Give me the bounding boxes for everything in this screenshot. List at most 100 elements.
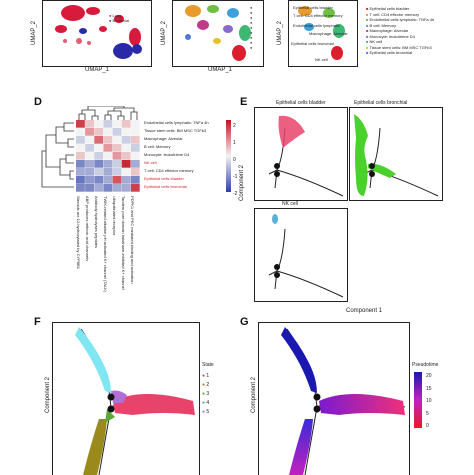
heat-cell	[94, 176, 104, 184]
panel-c-label-0: Epithelial cells bladder	[293, 5, 333, 10]
panel-f-letter: F	[34, 316, 41, 328]
heat-row-3: B cell: Memory	[144, 144, 171, 149]
state-4: 4	[206, 400, 210, 406]
panel-f: Component 2 State ● 1 ● 2 ● 3 ● 4 ● 5	[40, 322, 236, 475]
panel-d: Endothelial cells lymphatic: TNFa 4h Tis…	[34, 106, 240, 296]
scale-tick-3: -1	[233, 174, 238, 180]
panel-f-legend-title: State	[202, 362, 214, 368]
heat-cell	[85, 128, 94, 136]
panel-d-color-scale	[226, 120, 231, 192]
heat-cell	[103, 168, 113, 176]
heat-cell	[85, 176, 94, 184]
heat-cell	[85, 144, 94, 152]
heat-cell	[121, 152, 131, 160]
heat-col-label: TWIK-related alkaline pH activated K+ ch…	[103, 196, 108, 293]
heat-cell	[76, 160, 85, 168]
panel-b-xlabel: UMAP_1	[208, 67, 233, 73]
panel-d-col-labels: Steroids are 12-hydroxylated by CYP8B1 AB…	[76, 196, 140, 296]
heat-cell	[121, 136, 131, 144]
panel-e-plot-nk	[254, 208, 348, 302]
panel-b-umap	[185, 5, 251, 61]
panel-b: ● ● ● ● ● ● ● ● ● UMAP_1 UMAP_2	[160, 0, 278, 88]
heat-cell	[76, 128, 85, 136]
state-3: 3	[206, 391, 210, 397]
heat-cell	[130, 136, 140, 144]
panel-c-umap	[298, 6, 345, 60]
heat-col-label: PDPK1 and PKC mediated binding and activ…	[130, 196, 136, 284]
panel-a-plot: ● Lung ● Bronchial	[42, 0, 152, 67]
panel-d-scale-ticks: 2 1 0 -1 -2	[233, 118, 237, 203]
pt-tick-1: 15	[426, 385, 432, 392]
pt-tick-0: 20	[426, 373, 432, 379]
heat-cell	[94, 184, 104, 192]
panel-g-letter: G	[240, 316, 249, 328]
panel-g-colorbar-ticks: 20 15 10 5 0	[426, 370, 432, 433]
heat-cell	[85, 136, 94, 144]
heat-cell	[76, 136, 85, 144]
heat-row-4: Monocyte: leukotriene D4	[144, 152, 190, 157]
heat-col-label: Ubiquitinated receptor	[112, 196, 118, 236]
panel-e-title-1: Epithelial cells bronchial	[354, 100, 408, 106]
legend-c-3: B cell: Memory	[369, 22, 396, 28]
heat-cell	[103, 136, 113, 144]
panel-g-trajectory	[281, 327, 406, 475]
heat-cell	[121, 160, 131, 168]
heat-cell	[94, 136, 104, 144]
heat-cell	[76, 144, 85, 152]
panel-e-title-2: NK cell	[282, 201, 298, 207]
state-5: 5	[206, 409, 210, 415]
heat-cell	[103, 160, 113, 168]
heat-cell	[85, 184, 94, 192]
legend-c-7: Tissue stem cells: BM MSC TGFb3	[369, 44, 432, 50]
heat-cell	[76, 120, 85, 128]
heat-cell	[103, 128, 113, 136]
panel-c-label-2: Endothelial cells lymphatic	[293, 23, 340, 28]
panel-e-letter: E	[240, 96, 248, 108]
heat-cell	[103, 176, 113, 184]
heat-row-6: T cell: CD4 effector memory	[144, 168, 194, 173]
panel-d-top-dendrogram	[78, 106, 138, 120]
heat-cell	[85, 120, 94, 128]
legend-c-6: NK cell	[369, 39, 383, 44]
heat-cell	[112, 152, 122, 160]
panel-e-xlabel: Component 1	[346, 308, 383, 314]
heat-cell	[112, 144, 122, 152]
heat-cell	[94, 120, 104, 128]
panel-g-legend-title: Pseudotime	[412, 362, 439, 368]
state-1: 1	[206, 373, 210, 379]
panel-f-trajectory	[75, 327, 195, 475]
panel-e-plot-bronchial	[349, 107, 443, 201]
panel-f-ylabel: Component 2	[45, 376, 52, 414]
heat-cell	[94, 160, 104, 168]
panel-e: Epithelial cells bladder Epithelial cell…	[239, 100, 474, 320]
heat-cell	[94, 152, 104, 160]
heat-cell	[130, 144, 140, 152]
legend-bronchial: Bronchial	[112, 18, 130, 23]
heat-cell	[85, 160, 94, 168]
scale-tick-0: 2	[233, 123, 236, 129]
heat-cell	[103, 184, 113, 192]
heat-cell	[130, 120, 140, 128]
panel-c-plot: Epithelial cells bladder T cell: CD4 eff…	[288, 0, 358, 67]
heat-cell	[130, 184, 140, 192]
scale-tick-1: 1	[233, 140, 236, 146]
heat-cell	[121, 144, 131, 152]
heat-cell	[85, 168, 94, 176]
panel-e-title-0: Epithelial cells bladder	[276, 100, 326, 106]
legend-c-2: Endothelial cells lymphatic: TNFa 4h	[369, 17, 435, 22]
panel-a-umap	[55, 5, 142, 59]
panel-e-plot-bladder	[254, 107, 348, 201]
heat-cell	[94, 128, 104, 136]
state-2: 2	[206, 382, 210, 388]
heat-cell	[76, 168, 85, 176]
heat-cell	[112, 176, 122, 184]
pt-tick-4: 0	[426, 423, 429, 429]
heat-cell	[94, 168, 104, 176]
legend-c-1: T cell: CD4 effector memory	[369, 11, 420, 17]
heat-cell	[112, 184, 122, 192]
panel-f-plot	[52, 322, 200, 475]
pt-tick-3: 5	[426, 410, 429, 417]
panel-a-legend: ● Lung ● Bronchial	[109, 13, 130, 23]
panel-c: Epithelial cells bladder T cell: CD4 eff…	[277, 0, 474, 88]
heat-cell	[112, 128, 122, 136]
